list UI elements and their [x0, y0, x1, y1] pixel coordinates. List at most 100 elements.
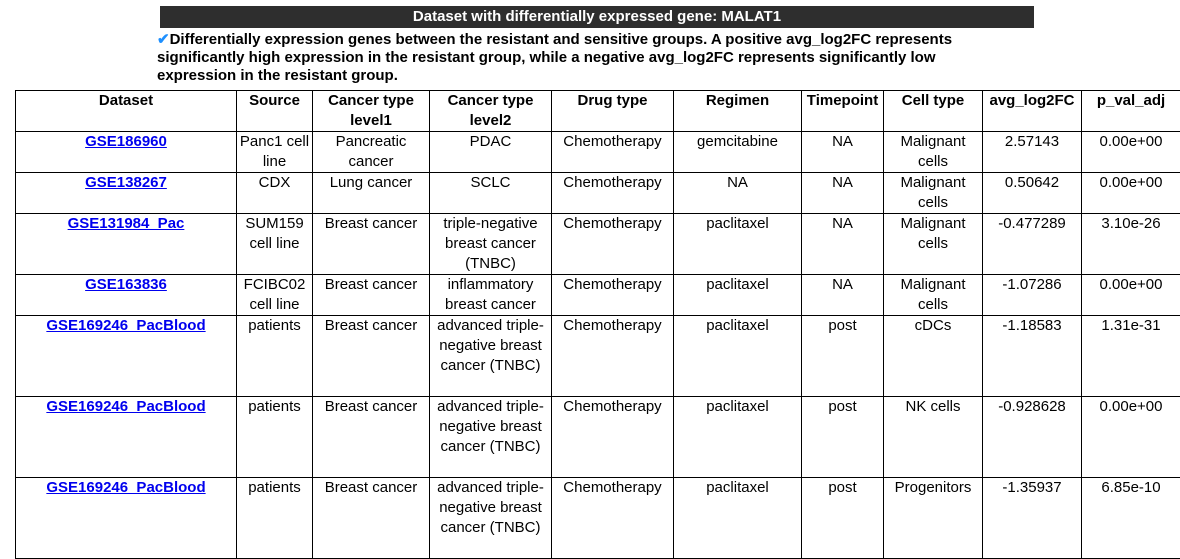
cell-regimen: gemcitabine: [674, 132, 802, 173]
cell-cancer_type_level2: PDAC: [430, 132, 552, 173]
cell-cancer_type_level2: advanced triple-negative breast cancer (…: [430, 397, 552, 478]
cell-p_val_adj: 3.10e-26: [1082, 214, 1180, 275]
cell-source: FCIBC02 cell line: [237, 275, 313, 316]
cell-source: Panc1 cell line: [237, 132, 313, 173]
cell-cancer_type_level2: inflammatory breast cancer: [430, 275, 552, 316]
cell-cancer_type_level2: triple-negative breast cancer (TNBC): [430, 214, 552, 275]
cell-cell_type: Malignant cells: [884, 173, 983, 214]
cell-cancer_type_level1: Lung cancer: [313, 173, 430, 214]
cell-drug_type: Chemotherapy: [552, 275, 674, 316]
cell-drug_type: Chemotherapy: [552, 478, 674, 559]
cell-avg_log2FC: -1.18583: [983, 316, 1082, 397]
cell-avg_log2FC: -0.928628: [983, 397, 1082, 478]
cell-cell_type: Malignant cells: [884, 214, 983, 275]
dataset-link[interactable]: GSE169246_PacBlood: [46, 317, 205, 334]
cell-source: patients: [237, 397, 313, 478]
cell-source: patients: [237, 316, 313, 397]
cell-source: SUM159 cell line: [237, 214, 313, 275]
cell-p_val_adj: 0.00e+00: [1082, 275, 1180, 316]
page-title-text: Dataset with differentially expressed ge…: [413, 8, 781, 25]
check-icon: ✔: [157, 31, 170, 48]
dataset-link[interactable]: GSE163836: [85, 276, 167, 293]
cell-cancer_type_level2: advanced triple-negative breast cancer (…: [430, 478, 552, 559]
cell-regimen: paclitaxel: [674, 316, 802, 397]
cell-cancer_type_level2: SCLC: [430, 173, 552, 214]
cell-cell_type: Malignant cells: [884, 275, 983, 316]
description-paragraph: ✔Differentially expression genes between…: [157, 31, 1005, 85]
col-header-source: Source: [237, 91, 313, 132]
cell-source: CDX: [237, 173, 313, 214]
cell-dataset: GSE169246_PacBlood: [16, 397, 237, 478]
cell-cancer_type_level1: Breast cancer: [313, 275, 430, 316]
col-header-regimen: Regimen: [674, 91, 802, 132]
cell-timepoint: NA: [802, 132, 884, 173]
description-text: Differentially expression genes between …: [157, 31, 952, 84]
cell-cancer_type_level1: Breast cancer: [313, 214, 430, 275]
cell-timepoint: NA: [802, 214, 884, 275]
page-title: Dataset with differentially expressed ge…: [160, 6, 1034, 28]
cell-drug_type: Chemotherapy: [552, 173, 674, 214]
col-header-timepoint: Timepoint: [802, 91, 884, 132]
cell-avg_log2FC: -1.35937: [983, 478, 1082, 559]
cell-source: patients: [237, 478, 313, 559]
dataset-link[interactable]: GSE169246_PacBlood: [46, 479, 205, 496]
dataset-link[interactable]: GSE169246_PacBlood: [46, 398, 205, 415]
cell-drug_type: Chemotherapy: [552, 214, 674, 275]
cell-timepoint: post: [802, 397, 884, 478]
cell-p_val_adj: 0.00e+00: [1082, 397, 1180, 478]
cell-drug_type: Chemotherapy: [552, 397, 674, 478]
cell-dataset: GSE186960: [16, 132, 237, 173]
cell-dataset: GSE138267: [16, 173, 237, 214]
cell-cancer_type_level1: Breast cancer: [313, 397, 430, 478]
cell-timepoint: post: [802, 478, 884, 559]
cell-cancer_type_level2: advanced triple-negative breast cancer (…: [430, 316, 552, 397]
cell-regimen: paclitaxel: [674, 275, 802, 316]
cell-cell_type: NK cells: [884, 397, 983, 478]
cell-dataset: GSE163836: [16, 275, 237, 316]
col-header-drug_type: Drug type: [552, 91, 674, 132]
col-header-cancer_type_level2: Cancer type level2: [430, 91, 552, 132]
cell-dataset: GSE169246_PacBlood: [16, 478, 237, 559]
dataset-link[interactable]: GSE138267: [85, 174, 167, 191]
cell-drug_type: Chemotherapy: [552, 316, 674, 397]
cell-drug_type: Chemotherapy: [552, 132, 674, 173]
cell-cancer_type_level1: Pancreatic cancer: [313, 132, 430, 173]
cell-regimen: paclitaxel: [674, 397, 802, 478]
col-header-avg_log2FC: avg_log2FC: [983, 91, 1082, 132]
cell-cell_type: Progenitors: [884, 478, 983, 559]
cell-regimen: paclitaxel: [674, 478, 802, 559]
cell-timepoint: post: [802, 316, 884, 397]
cell-dataset: GSE131984_Pac: [16, 214, 237, 275]
cell-avg_log2FC: -1.07286: [983, 275, 1082, 316]
col-header-cancer_type_level1: Cancer type level1: [313, 91, 430, 132]
cell-p_val_adj: 0.00e+00: [1082, 132, 1180, 173]
cell-cancer_type_level1: Breast cancer: [313, 478, 430, 559]
col-header-cell_type: Cell type: [884, 91, 983, 132]
dataset-link[interactable]: GSE131984_Pac: [68, 215, 185, 232]
cell-cancer_type_level1: Breast cancer: [313, 316, 430, 397]
cell-p_val_adj: 6.85e-10: [1082, 478, 1180, 559]
cell-timepoint: NA: [802, 173, 884, 214]
cell-dataset: GSE169246_PacBlood: [16, 316, 237, 397]
cell-cell_type: Malignant cells: [884, 132, 983, 173]
col-header-dataset: Dataset: [16, 91, 237, 132]
cell-p_val_adj: 1.31e-31: [1082, 316, 1180, 397]
cell-avg_log2FC: 0.50642: [983, 173, 1082, 214]
dataset-link[interactable]: GSE186960: [85, 133, 167, 150]
col-header-p_val_adj: p_val_adj: [1082, 91, 1180, 132]
cell-timepoint: NA: [802, 275, 884, 316]
cell-regimen: paclitaxel: [674, 214, 802, 275]
cell-p_val_adj: 0.00e+00: [1082, 173, 1180, 214]
cell-avg_log2FC: -0.477289: [983, 214, 1082, 275]
cell-cell_type: cDCs: [884, 316, 983, 397]
